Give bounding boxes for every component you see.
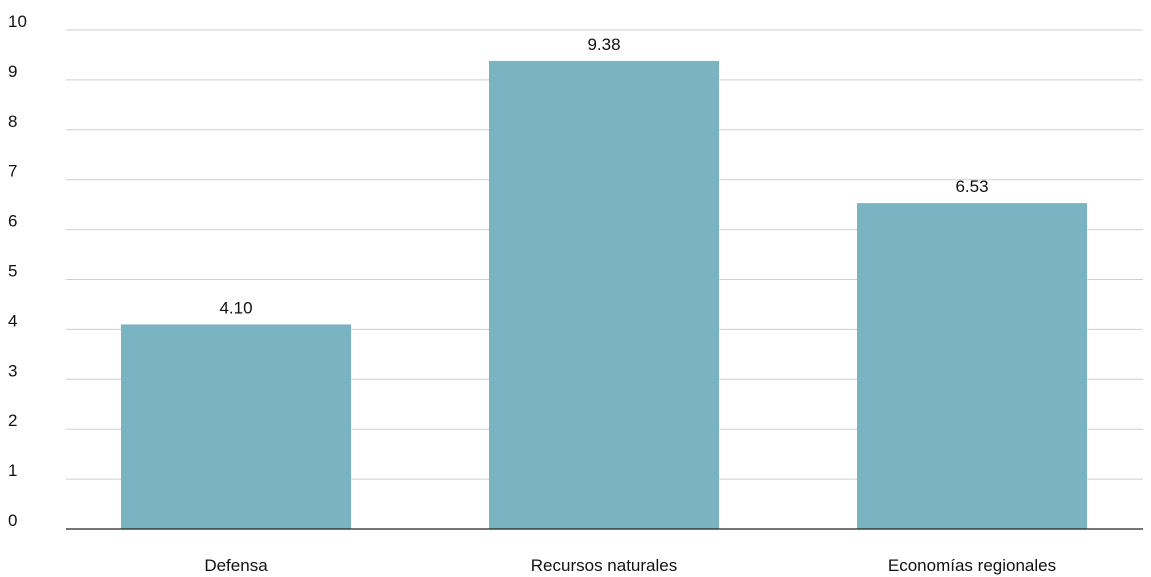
y-tick-label: 4 <box>8 311 17 330</box>
bars <box>121 60 1087 530</box>
y-tick-label: 9 <box>8 62 17 81</box>
bar-value-label: 6.53 <box>955 177 988 196</box>
y-tick-label: 5 <box>8 262 17 281</box>
y-tick-label: 2 <box>8 411 17 430</box>
y-tick-label: 8 <box>8 112 17 131</box>
bar-recursos-naturales <box>489 60 719 530</box>
y-tick-label: 6 <box>8 212 17 231</box>
x-category-label: Defensa <box>204 556 268 575</box>
y-tick-label: 0 <box>8 511 17 530</box>
bar-defensa <box>121 324 351 529</box>
bar-economías-regionales <box>857 203 1087 529</box>
x-category-label: Economías regionales <box>888 556 1056 575</box>
y-axis-tick-labels: 0 1 2 3 4 5 6 7 8 9 10 <box>8 12 27 530</box>
bar-value-label: 9.38 <box>587 35 620 54</box>
y-tick-label: 7 <box>8 162 17 181</box>
y-tick-label: 10 <box>8 12 27 31</box>
bar-value-label: 4.10 <box>219 298 252 317</box>
x-category-label: Recursos naturales <box>531 556 677 575</box>
value-labels: 4.10 9.38 6.53 <box>219 35 988 317</box>
x-axis-category-labels: Defensa Recursos naturales Economías regio… <box>204 556 1056 575</box>
y-tick-label: 3 <box>8 361 17 380</box>
y-tick-label: 1 <box>8 461 17 480</box>
